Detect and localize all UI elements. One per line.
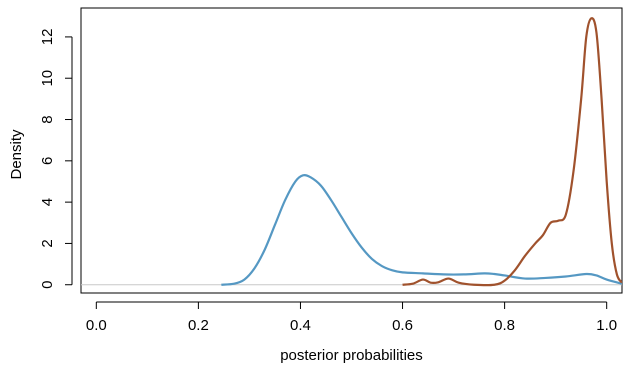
y-axis-title: Density (8, 129, 25, 180)
density-curve-1 (221, 173, 622, 286)
y-tick-label: 10 (39, 70, 56, 87)
y-tick-label: 4 (39, 198, 56, 206)
density-curve-2 (402, 17, 622, 287)
x-tick-label: 0.2 (188, 317, 209, 334)
x-tick-label: 0.4 (290, 317, 311, 334)
y-tick-label: 2 (39, 239, 56, 247)
x-tick-label: 0.0 (86, 317, 107, 334)
y-axis: 0 2 4 6 8 10 12 (39, 29, 73, 289)
y-tick-label: 6 (39, 157, 56, 165)
x-tick-label: 0.8 (494, 317, 515, 334)
y-tick-label: 8 (39, 115, 56, 123)
y-tick-label: 0 (39, 281, 56, 289)
x-tick-label: 1.0 (596, 317, 617, 334)
plot-frame (80, 7, 623, 294)
y-tick-label: 12 (39, 29, 56, 46)
x-axis: 0.0 0.2 0.4 0.6 0.8 1.0 (86, 301, 617, 334)
x-axis-title: posterior probabilities (280, 347, 423, 364)
density-curves (221, 17, 622, 287)
x-tick-label: 0.6 (392, 317, 413, 334)
